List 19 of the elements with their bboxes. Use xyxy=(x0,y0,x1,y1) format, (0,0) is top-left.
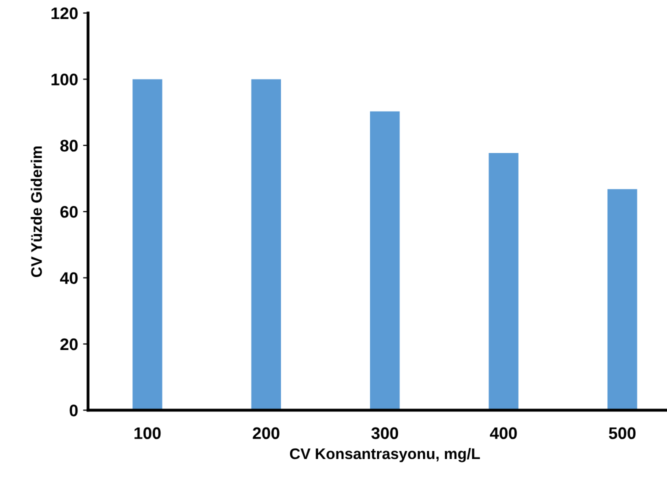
x-tick-label: 500 xyxy=(608,427,636,440)
y-tick-label: 0 xyxy=(70,404,78,416)
y-tick-label: 40 xyxy=(60,272,78,284)
y-axis-title: CV Yüzde Giderim xyxy=(30,146,42,278)
x-tick-label: 300 xyxy=(371,427,398,440)
bar xyxy=(132,79,162,410)
bar xyxy=(607,189,638,410)
y-tick-label: 20 xyxy=(60,338,78,350)
x-tick-label: 400 xyxy=(490,427,517,440)
y-tick-label: 100 xyxy=(52,74,78,86)
x-tick-label: 200 xyxy=(252,427,280,440)
y-tick-label: 120 xyxy=(52,7,78,20)
x-axis-title: CV Konsantrasyonu, mg/L xyxy=(290,448,480,462)
bar xyxy=(488,153,518,410)
bar xyxy=(370,111,400,410)
bar xyxy=(251,79,281,410)
y-tick-label: 60 xyxy=(60,206,78,218)
y-tick-label: 80 xyxy=(60,140,78,152)
x-tick-label: 100 xyxy=(134,427,161,440)
